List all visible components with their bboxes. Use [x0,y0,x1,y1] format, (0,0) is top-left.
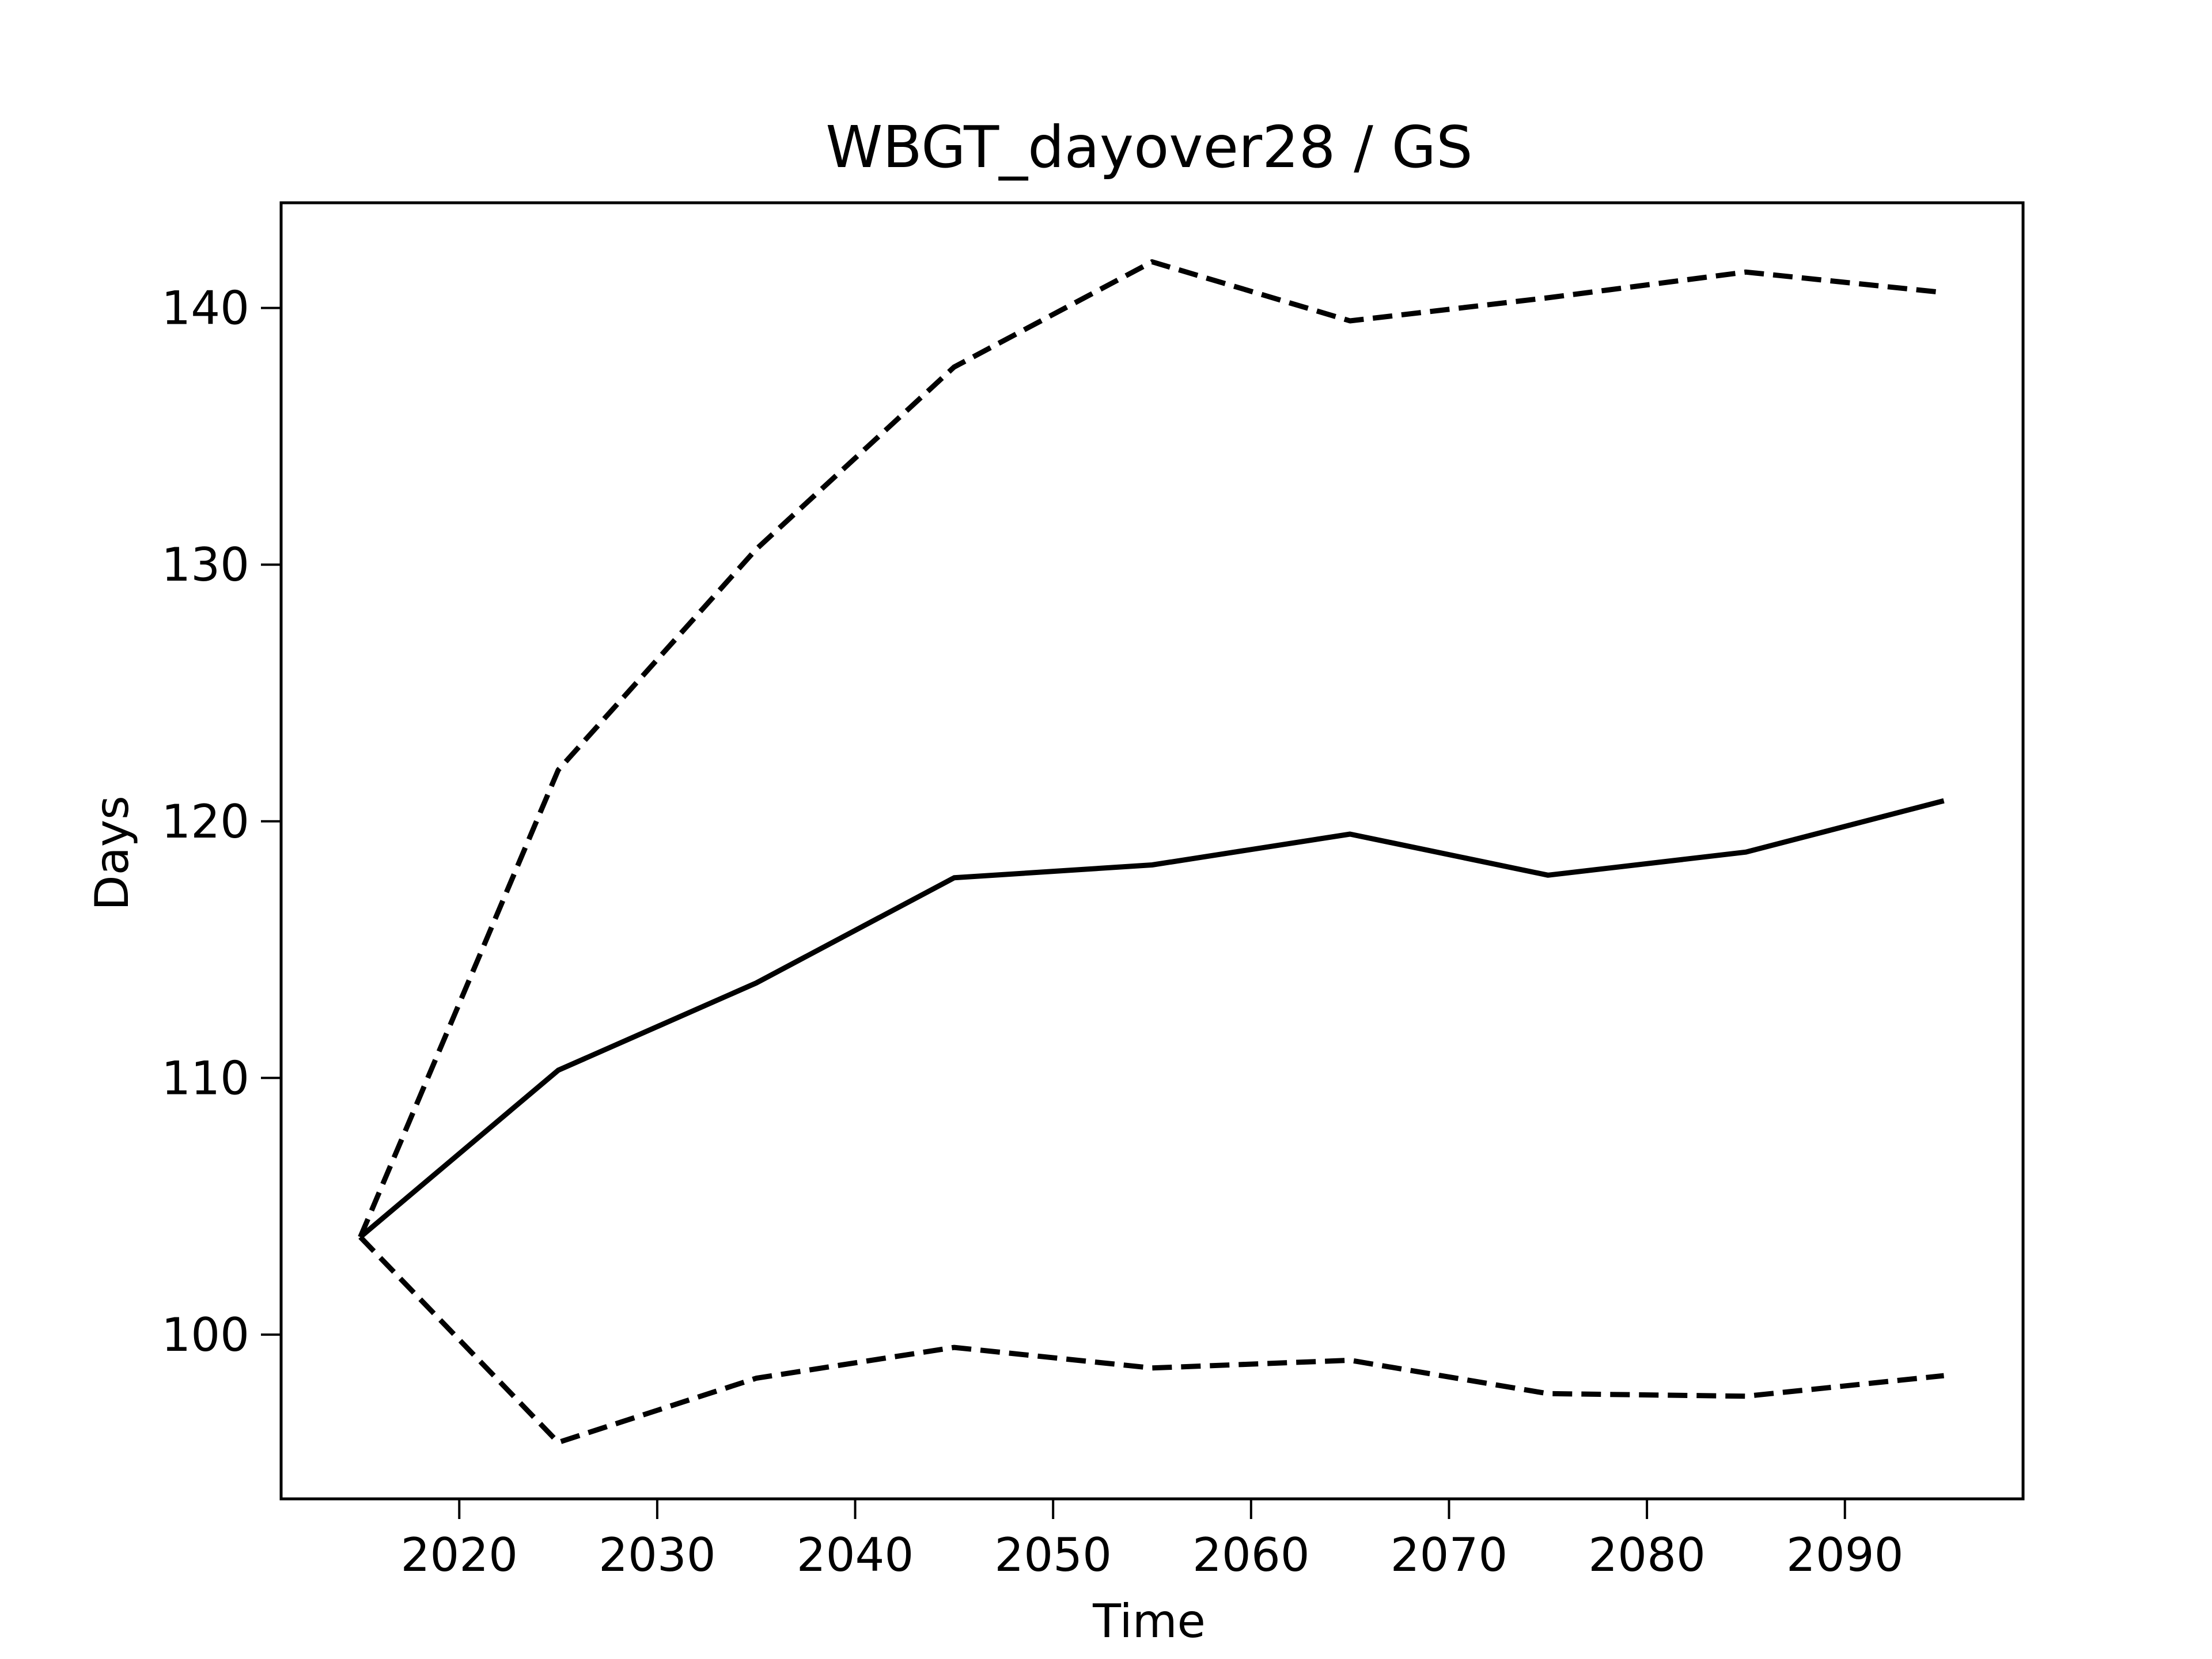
y-tick-label: 110 [161,1051,249,1105]
x-tick-label: 2020 [400,1528,518,1582]
x-axis: 2020 2030 2040 2050 2060 2070 2080 2090 [400,1499,1904,1582]
y-axis: 100 110 120 130 140 [161,282,281,1362]
axes-frame [279,201,2025,1501]
series-line-upper [358,259,1944,1238]
x-axis-label: Time [1092,1594,1206,1648]
plot-area [358,259,1945,1445]
y-tick-label: 100 [161,1308,249,1362]
x-tick-label: 2060 [1192,1528,1310,1582]
x-tick-label: 2070 [1391,1528,1508,1582]
chart-title: WBGT_dayover28 / GS [825,113,1472,181]
series-line-lower [358,1235,1944,1445]
y-tick-label: 120 [161,795,249,849]
y-tick-label: 140 [161,282,249,335]
y-tick-label: 130 [161,538,249,592]
x-tick-label: 2040 [797,1528,914,1582]
x-tick-label: 2050 [994,1528,1112,1582]
x-tick-label: 2080 [1588,1528,1706,1582]
x-tick-label: 2090 [1786,1528,1904,1582]
series-line-median [358,798,1945,1239]
x-tick-label: 2030 [599,1528,716,1582]
y-axis-label: Days [85,796,139,911]
